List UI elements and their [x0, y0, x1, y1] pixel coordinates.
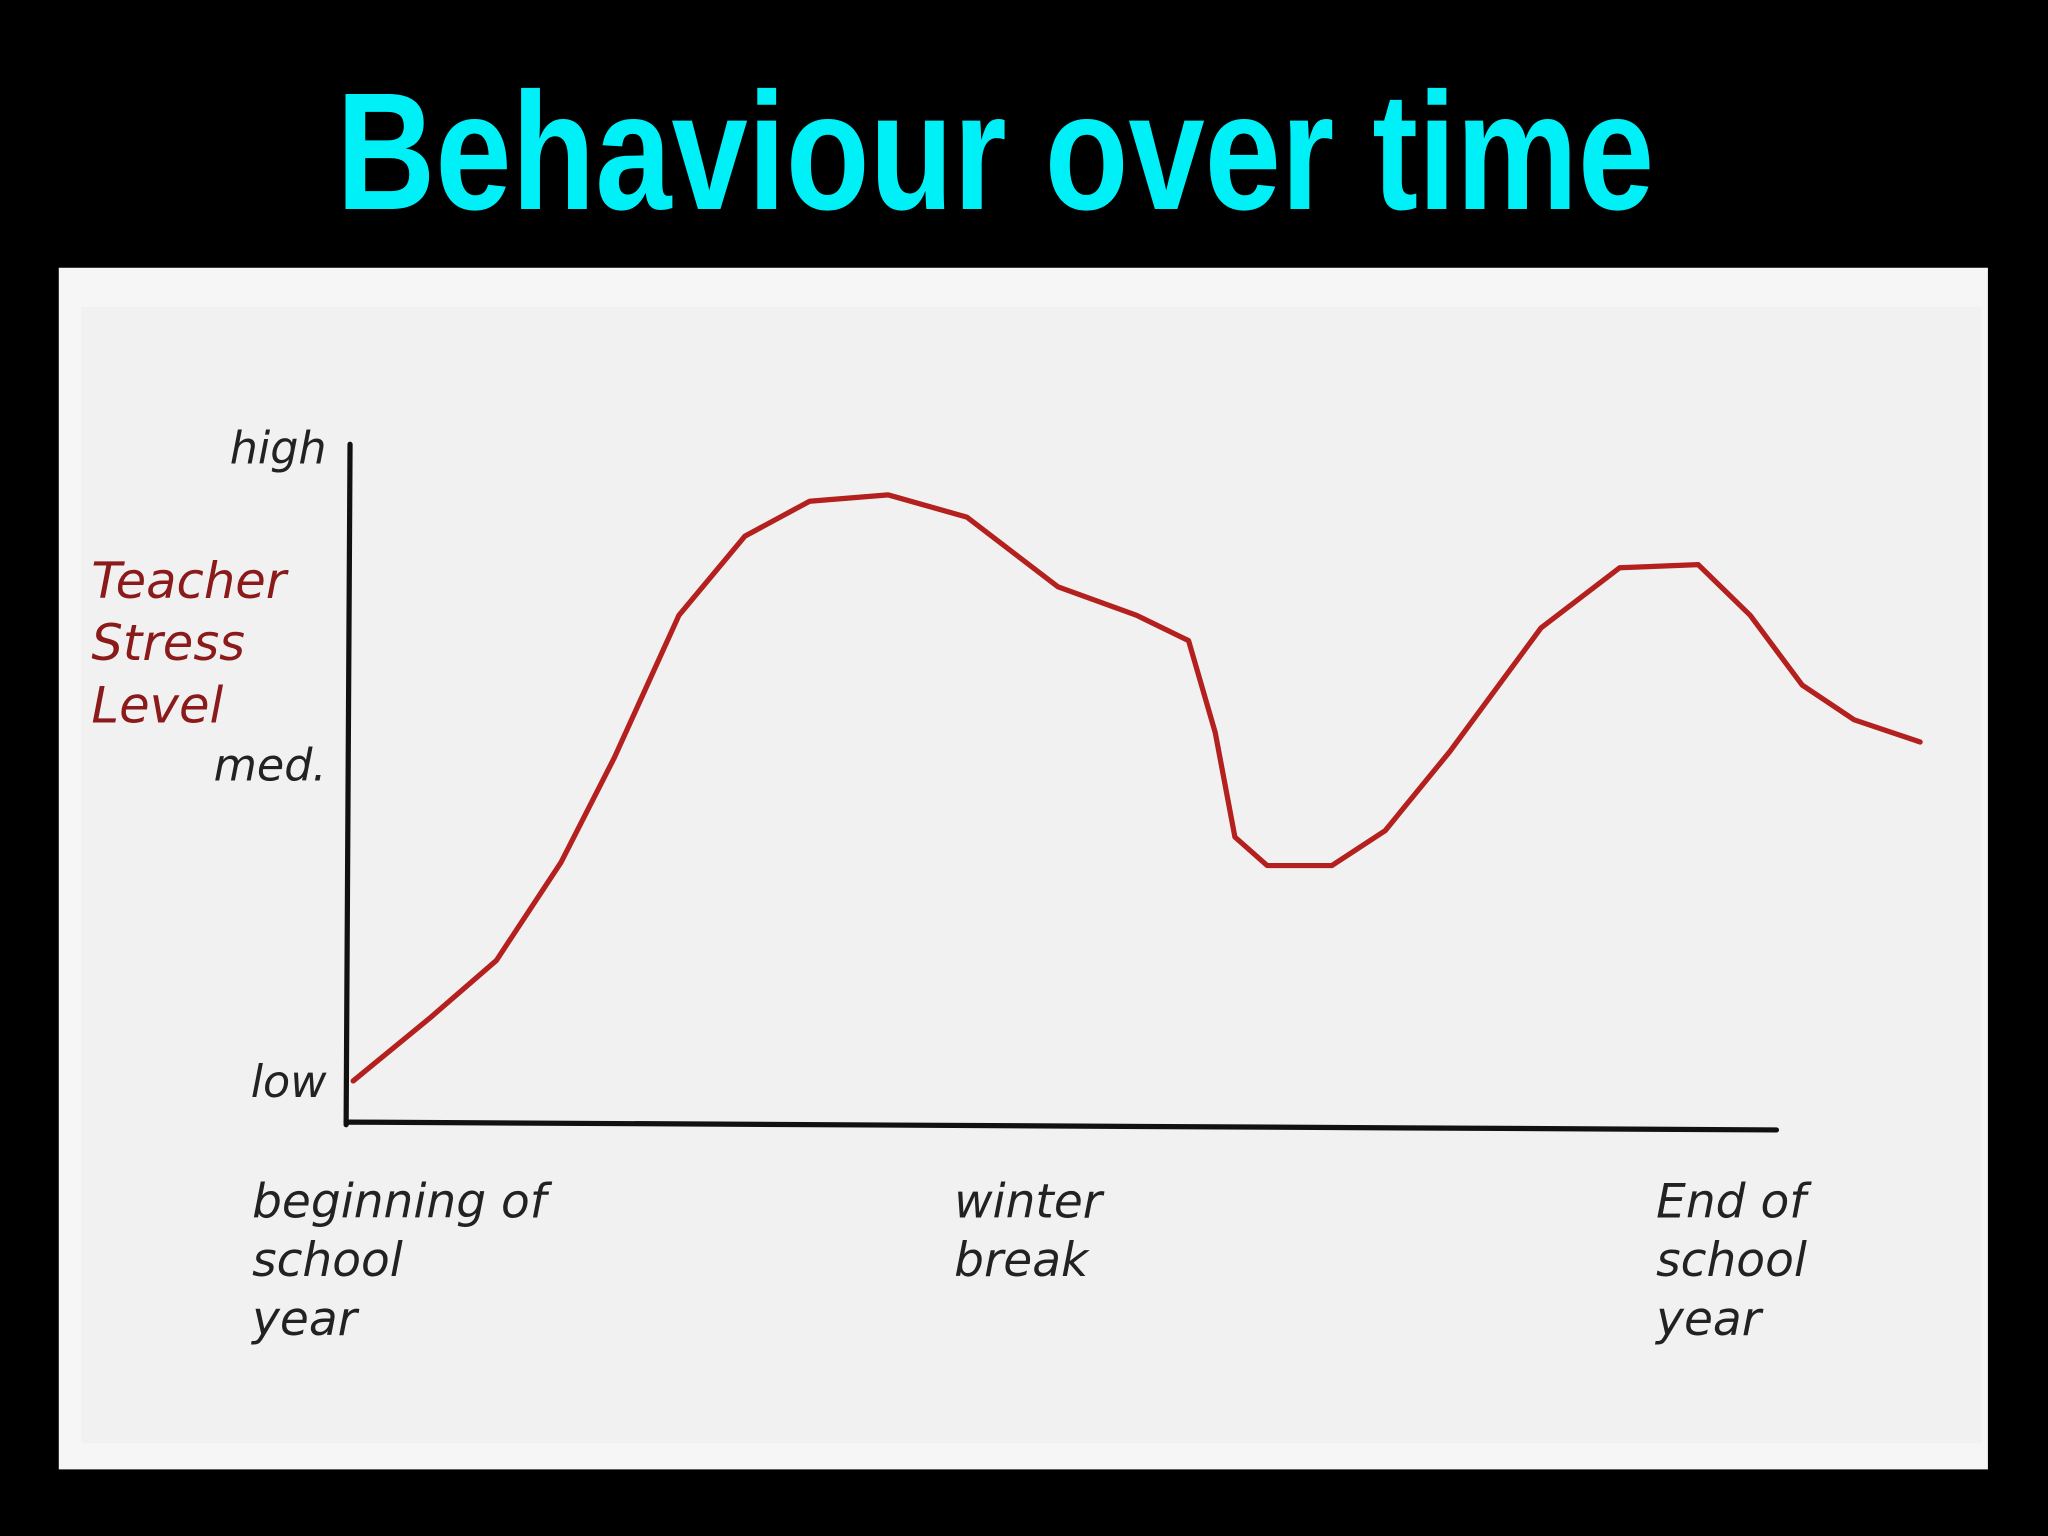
y-axis: [343, 441, 353, 1128]
y-tick-label: med.: [214, 740, 327, 791]
y-tick-label: low: [251, 1057, 327, 1108]
stress-line: [350, 492, 1923, 1084]
y-tick-label: high: [230, 424, 327, 475]
x-axis: [343, 1119, 1780, 1133]
paper: [80, 306, 1982, 1444]
x-tick-label: End of school year: [1654, 1174, 1812, 1347]
y-axis-label: Teacher Stress Level: [91, 552, 288, 734]
x-tick-label: winter break: [954, 1174, 1105, 1288]
slide-title: Behaviour over time: [336, 59, 1654, 245]
x-tick-label: beginning of school year: [250, 1174, 553, 1347]
